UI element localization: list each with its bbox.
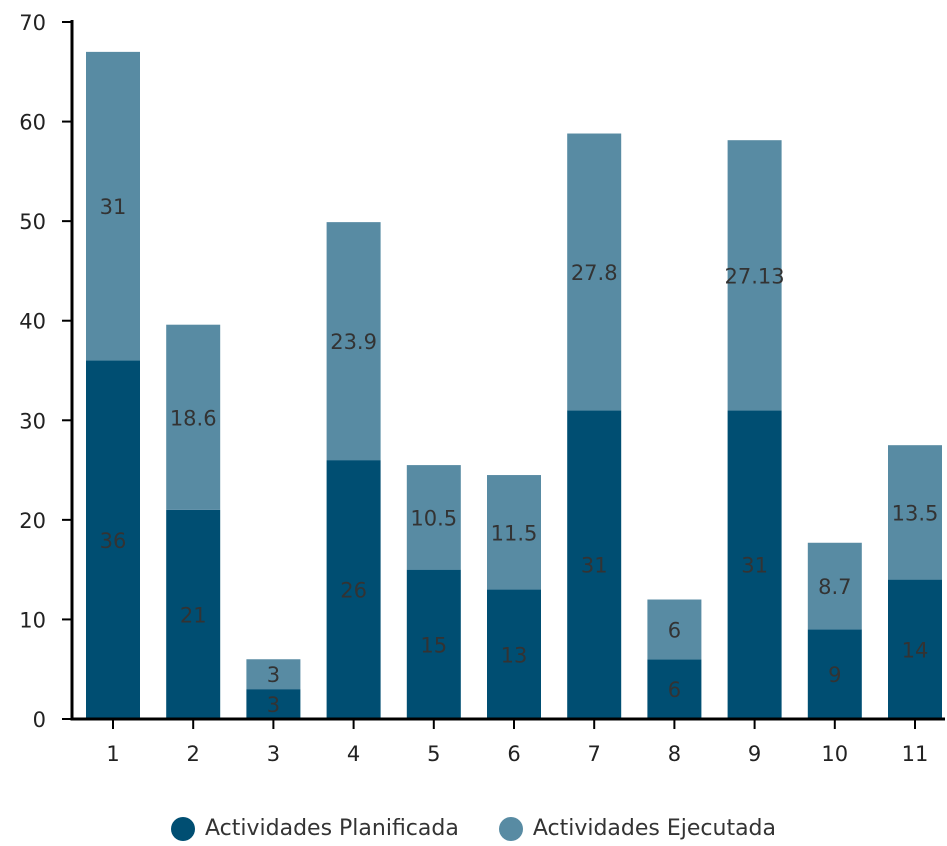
bar-ejecutada-10[interactable]	[807, 542, 862, 630]
x-tick-label-3: 3	[267, 742, 280, 766]
axes-layer: 0 10 20 30 40 50 60 70 1 2 3 4 5 6 7 8 9 10 11	[19, 11, 945, 766]
data-label-ejecutada-3: 3	[267, 663, 280, 687]
data-label-planificada-6: 13	[501, 643, 528, 667]
bar-planificada-5[interactable]	[406, 569, 461, 719]
data-label-ejecutada-9: 27.13	[725, 264, 785, 288]
data-label-ejecutada-4: 23.9	[330, 330, 377, 354]
data-label-planificada-1: 36	[100, 529, 127, 553]
bar-ejecutada-11[interactable]	[888, 445, 942, 580]
bar-ejecutada-3[interactable]	[246, 659, 301, 690]
bar-planificada-11[interactable]	[888, 579, 942, 719]
bar-planificada-4[interactable]	[326, 460, 381, 719]
y-tick-label-10: 10	[19, 608, 46, 632]
legend-swatch-planificada	[171, 816, 195, 841]
y-tick-label-0: 0	[33, 708, 46, 732]
bar-planificada-3[interactable]	[246, 689, 301, 719]
data-label-planificada-2: 21	[180, 603, 207, 627]
x-tick-label-10: 10	[821, 742, 848, 766]
y-tick-label-30: 30	[19, 409, 46, 433]
bar-planificada-10[interactable]	[807, 629, 862, 719]
bars-layer	[86, 51, 942, 719]
data-label-ejecutada-6: 11.5	[491, 521, 538, 545]
bar-ejecutada-2[interactable]	[166, 324, 221, 510]
data-label-ejecutada-7: 27.8	[571, 261, 618, 285]
x-tick-label-7: 7	[588, 742, 601, 766]
bar-planificada-6[interactable]	[487, 589, 541, 719]
legend-label-ejecutada: Actividades Ejecutada	[532, 816, 776, 841]
y-tick-label-20: 20	[19, 509, 46, 533]
data-label-planificada-9: 31	[741, 554, 768, 578]
bar-ejecutada-6[interactable]	[487, 475, 541, 590]
bar-planificada-2[interactable]	[166, 509, 221, 719]
bar-planificada-8[interactable]	[647, 659, 702, 719]
data-label-ejecutada-5: 10.5	[410, 506, 457, 530]
bar-ejecutada-7[interactable]	[567, 133, 622, 411]
legend-item-planificada[interactable]: Actividades Planificada	[171, 816, 459, 841]
data-label-planificada-11: 14	[902, 638, 929, 662]
x-tick-label-1: 1	[106, 742, 119, 766]
data-label-ejecutada-10: 8.7	[818, 575, 851, 599]
y-tick-label-40: 40	[19, 310, 46, 334]
legend: Actividades Planificada Actividades Ejec…	[0, 816, 947, 841]
x-tick-label-6: 6	[507, 742, 520, 766]
y-tick-label-70: 70	[19, 11, 46, 35]
data-label-ejecutada-1: 31	[100, 195, 127, 219]
data-labels-layer: 36 31 21 18.6 3 3 26 23.9 15 10.5 13 11.5 31 27.8 6 6 31…	[100, 195, 939, 717]
legend-swatch-ejecutada	[498, 816, 523, 841]
x-tick-label-5: 5	[427, 742, 440, 766]
data-label-planificada-3: 3	[267, 693, 280, 717]
y-tick-label-50: 50	[19, 210, 46, 234]
data-label-planificada-7: 31	[581, 554, 608, 578]
data-label-ejecutada-8: 6	[668, 618, 681, 642]
stacked-bar-chart: 36312118.6332623.91510.51311.53127.86631…	[19, 11, 945, 766]
x-tick-label-2: 2	[187, 742, 200, 766]
data-label-planificada-4: 26	[340, 579, 367, 603]
x-tick-label-4: 4	[347, 742, 360, 766]
data-label-ejecutada-11: 13.5	[892, 501, 939, 525]
bar-ejecutada-4[interactable]	[326, 222, 381, 461]
x-tick-label-11: 11	[902, 742, 929, 766]
bar-ejecutada-5[interactable]	[406, 465, 461, 570]
y-tick-label-60: 60	[19, 111, 46, 135]
bar-ejecutada-8[interactable]	[647, 599, 702, 660]
data-label-ejecutada-2: 18.6	[170, 406, 217, 430]
bar-ejecutada-9[interactable]	[727, 140, 782, 411]
x-tick-label-9: 9	[748, 742, 761, 766]
bar-planificada-7[interactable]	[567, 410, 622, 719]
bar-ejecutada-1[interactable]	[86, 51, 140, 361]
bar-planificada-9[interactable]	[727, 410, 782, 719]
data-label-planificada-8: 6	[668, 678, 681, 702]
bar-planificada-1[interactable]	[86, 360, 140, 719]
data-label-planificada-10: 9	[828, 663, 841, 687]
legend-item-ejecutada[interactable]: Actividades Ejecutada	[498, 816, 776, 841]
data-label-planificada-5: 15	[420, 633, 447, 657]
legend-label-planificada: Actividades Planificada	[205, 816, 459, 841]
x-tick-label-8: 8	[668, 742, 681, 766]
